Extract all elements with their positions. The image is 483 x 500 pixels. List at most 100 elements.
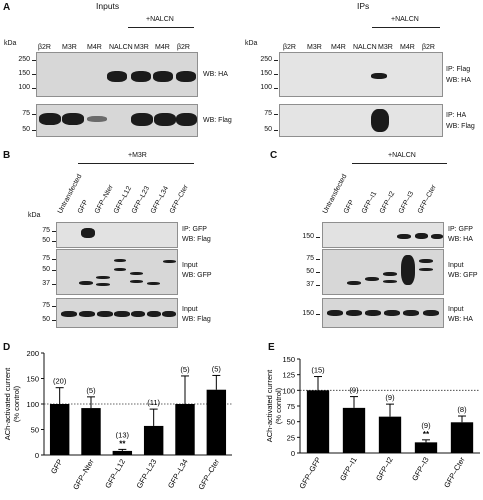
- n-label: (13): [116, 430, 130, 439]
- tick: 50: [250, 126, 278, 133]
- c-bot-label-2: WB: HA: [448, 316, 473, 323]
- blot-c-ip: [322, 222, 444, 248]
- panel-a-label: A: [3, 2, 11, 13]
- y-tick-label: 75: [287, 402, 295, 411]
- tick: 75: [8, 110, 36, 117]
- y-tick-label: 150: [26, 375, 39, 384]
- x-tick-label: GFP: [49, 458, 65, 476]
- panel-d-label: D: [3, 342, 11, 353]
- ip-flag-label: IP: Flag: [446, 66, 471, 73]
- bar: [143, 425, 164, 455]
- x-tick-label: GFP–Nter: [71, 457, 96, 491]
- c-top-label-1: IP: GFP: [448, 226, 473, 233]
- chart-d: 0 50 100 150 200 ACh-activated current (% cont…: [3, 349, 232, 491]
- blot-ips-flag: [279, 104, 443, 137]
- lane-label: β2R: [422, 44, 435, 51]
- tick: 75: [28, 302, 56, 309]
- n-label: (5): [212, 364, 222, 373]
- b-top-label-2: WB: Flag: [182, 236, 211, 243]
- y-tick-label: 100: [282, 386, 295, 395]
- b-top-label-1: IP: GFP: [182, 226, 207, 233]
- lane-label: GFP–Nter: [93, 183, 115, 215]
- y-axis-label: (% control): [274, 387, 283, 424]
- significance-marker: **: [423, 430, 430, 439]
- inputs-title: Inputs: [96, 1, 120, 11]
- tick: 50: [292, 268, 320, 275]
- y-tick-label: 150: [282, 355, 295, 364]
- lane-label: M4R: [87, 44, 102, 51]
- b-bot-label-2: WB: Flag: [182, 316, 211, 323]
- n-label: (11): [147, 398, 160, 407]
- tick: 150: [292, 233, 320, 240]
- tick: 150: [292, 310, 320, 317]
- bar: [450, 422, 474, 453]
- lane-label: GFP–Cter: [168, 183, 190, 215]
- y-axis-label: ACh-activated current: [265, 369, 274, 442]
- tick: 100: [8, 84, 36, 91]
- tick: 150: [8, 70, 36, 77]
- lane-label: GFP–I2: [378, 190, 397, 215]
- tick: 75: [250, 110, 278, 117]
- b-mid-label-2: WB: GFP: [182, 272, 212, 279]
- lane-label: GFP–L34: [149, 185, 171, 215]
- x-tick-label: GFP–I2: [374, 456, 395, 483]
- m3r-bracket: [78, 163, 194, 164]
- x-tick-label: GFP–Cter: [442, 455, 467, 489]
- c-top-label-2: WB: HA: [448, 236, 473, 243]
- y-tick-label: 25: [287, 433, 295, 442]
- blot-inputs-flag: [36, 104, 198, 137]
- y-tick-label: 0: [291, 449, 295, 458]
- lane-label: M3R: [62, 44, 77, 51]
- lane-label: M3R: [378, 44, 393, 51]
- bar: [378, 416, 402, 453]
- kda-label-a-right: kDa: [245, 40, 258, 47]
- wb-ha-label-inputs: WB: HA: [203, 71, 228, 78]
- wb-flag-label-ips: WB: Flag: [446, 123, 475, 130]
- x-tick-label: GFP–I1: [338, 456, 359, 483]
- n-label: (9): [385, 393, 395, 402]
- panel-c-label: C: [270, 150, 278, 161]
- ips-title: IPs: [357, 1, 370, 11]
- tick: 75: [28, 227, 56, 234]
- n-label: (5): [86, 386, 96, 395]
- tick: 75: [28, 255, 56, 262]
- blot-c-input-gfp: [322, 249, 444, 295]
- bar: [112, 450, 133, 455]
- nalcn-group-label-c: +NALCN: [388, 152, 416, 159]
- bar: [81, 408, 101, 455]
- x-tick-label: GFP–L12: [103, 458, 127, 490]
- c-mid-label-2: WB: GFP: [448, 272, 478, 279]
- bar: [414, 442, 438, 453]
- n-label: (15): [311, 366, 325, 375]
- lane-label: M4R: [331, 44, 346, 51]
- y-tick-label: 0: [35, 451, 39, 460]
- bar: [306, 390, 330, 453]
- lane-label: β2R: [38, 44, 51, 51]
- lane-label: M3R: [134, 44, 149, 51]
- lane-label: β2R: [283, 44, 296, 51]
- panel-b-label: B: [3, 150, 11, 161]
- blot-b-input-flag: [56, 298, 178, 328]
- lane-label: GFP–L23: [130, 185, 152, 215]
- x-tick-label: GFP–L34: [166, 458, 190, 490]
- tick: 50: [8, 126, 36, 133]
- blot-ips-ha: [279, 52, 443, 97]
- lane-label: GFP: [342, 199, 356, 215]
- nalcn-group-label-inputs: +NALCN: [146, 16, 174, 23]
- nalcn-bracket-ips: [372, 27, 440, 28]
- bar: [175, 404, 195, 455]
- tick: 37: [28, 280, 56, 287]
- m3r-group-label: +M3R: [128, 152, 147, 159]
- ip-ha-label: IP: HA: [446, 112, 467, 119]
- lane-label: NALCN: [353, 44, 377, 51]
- b-mid-label-1: Input: [182, 262, 198, 269]
- y-tick-label: 200: [26, 349, 39, 358]
- wb-ha-label-ips: WB: HA: [446, 77, 471, 84]
- lane-label: M4R: [400, 44, 415, 51]
- tick: 50: [28, 316, 56, 323]
- kda-label-b: kDa: [28, 212, 41, 219]
- lane-label: M3R: [307, 44, 322, 51]
- tick: 50: [28, 266, 56, 273]
- panel-e-label: E: [268, 342, 275, 353]
- lane-label: GFP–I3: [397, 190, 416, 215]
